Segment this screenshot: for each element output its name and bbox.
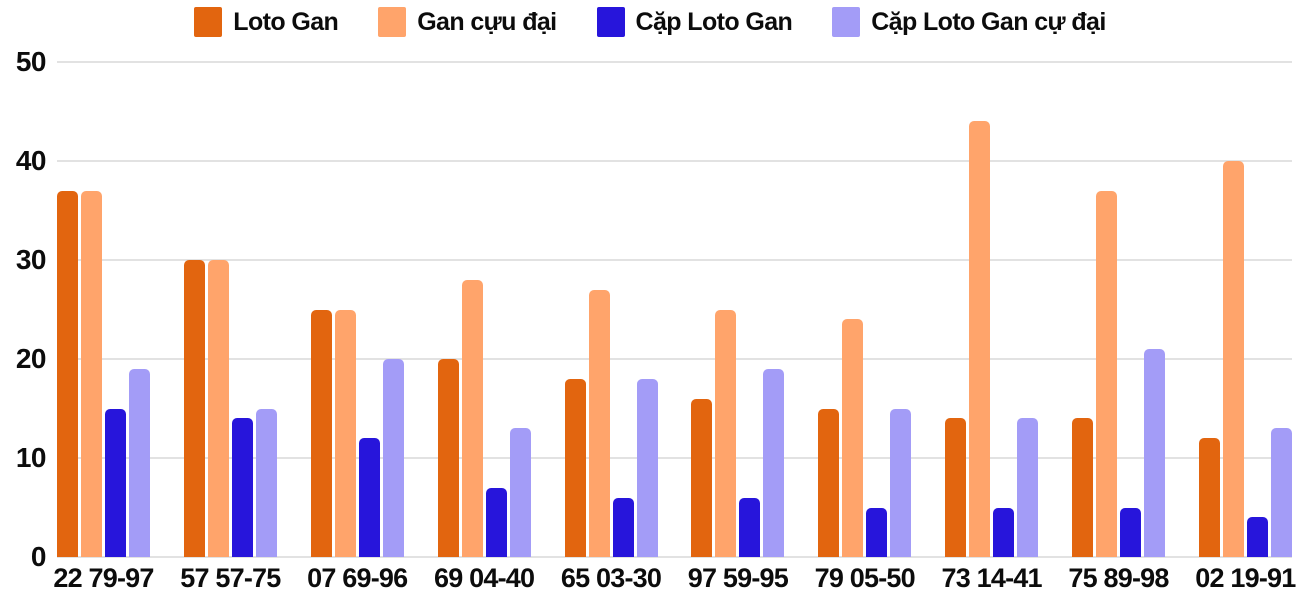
gridline (57, 160, 1292, 162)
x-axis-label: 22 79-97 (53, 563, 154, 593)
gridline (57, 259, 1292, 261)
legend-item-loto-gan[interactable]: Loto Gan (194, 7, 339, 37)
bar-series-0[interactable] (945, 418, 967, 557)
bar-group (818, 62, 912, 557)
bar-series-1[interactable] (588, 289, 610, 557)
x-axis: 22 79-97 57 57-75 07 69-96 69 04-40 65 03-30… (53, 563, 1296, 594)
x-axis-label: 65 03-30 (560, 563, 662, 593)
legend-swatch-gan-cuu-dai (378, 7, 407, 37)
bar-series-2[interactable] (866, 507, 888, 557)
x-axis-label: 75 89-98 (1068, 563, 1169, 593)
legend-swatch-loto-gan (194, 7, 223, 37)
bar-series-3[interactable] (509, 428, 531, 557)
bar-series-2[interactable] (1246, 517, 1268, 557)
bar-series-1[interactable] (1222, 161, 1244, 557)
bar-series-0[interactable] (691, 398, 713, 557)
bar-series-1[interactable] (81, 190, 102, 557)
legend-item-cap-loto-gan-cu-dai[interactable]: Cặp Loto Gan cự đại (832, 7, 1106, 37)
legend-item-cap-loto-gan[interactable]: Cặp Loto Gan (596, 7, 793, 37)
bar-series-1[interactable] (969, 121, 991, 557)
x-axis-label: 57 57-75 (180, 563, 281, 593)
bar-group (57, 62, 150, 557)
bar-series-2[interactable] (105, 408, 126, 557)
x-axis-label: 97 59-95 (687, 563, 789, 593)
bar-group (183, 62, 277, 557)
y-tick-label: 20 (15, 343, 47, 374)
bar-series-1[interactable] (715, 309, 737, 557)
plot-area (57, 61, 1292, 558)
bar-series-1[interactable] (842, 319, 864, 557)
bar-series-2[interactable] (358, 438, 380, 557)
bar-series-3[interactable] (129, 368, 150, 557)
bar-group (437, 62, 531, 557)
y-tick-label: 30 (15, 244, 47, 275)
x-axis-label: 79 05-50 (814, 563, 916, 593)
legend: Loto Gan Gan cựu đại Cặp Loto Gan Cặp Lo… (0, 7, 1300, 37)
legend-label: Cặp Loto Gan (635, 7, 793, 36)
bar-series-1[interactable] (461, 279, 483, 557)
bar-group (310, 62, 404, 557)
bar-group (945, 62, 1039, 557)
y-tick-label: 50 (15, 46, 47, 77)
legend-label: Loto Gan (233, 7, 339, 36)
bar-series-1[interactable] (207, 260, 229, 557)
bar-groups (57, 62, 1292, 557)
bar-series-1[interactable] (334, 309, 356, 557)
bar-series-0[interactable] (564, 378, 586, 557)
legend-swatch-cap-loto-gan-cu-dai (832, 7, 861, 37)
x-axis-label: 73 14-41 (941, 563, 1043, 593)
bar-series-0[interactable] (1072, 418, 1093, 557)
bar-series-3[interactable] (382, 359, 404, 557)
gridline (57, 358, 1292, 360)
bar-series-2[interactable] (485, 487, 507, 557)
bar-series-0[interactable] (310, 309, 332, 557)
x-axis-label: 69 04-40 (434, 563, 535, 593)
bar-series-2[interactable] (612, 497, 634, 557)
bar-series-0[interactable] (183, 260, 205, 557)
bar-series-3[interactable] (1144, 349, 1165, 557)
bar-series-2[interactable] (231, 418, 253, 557)
legend-swatch-cap-loto-gan (596, 7, 625, 37)
gridline (57, 556, 1292, 558)
bar-series-1[interactable] (1096, 190, 1117, 557)
legend-item-gan-cuu-dai[interactable]: Gan cựu đại (378, 7, 557, 37)
bar-series-2[interactable] (739, 497, 761, 557)
y-tick-label: 10 (15, 442, 47, 473)
bar-series-3[interactable] (890, 408, 912, 557)
bar-series-0[interactable] (1198, 438, 1220, 557)
bar-series-3[interactable] (1270, 428, 1292, 557)
bar-series-3[interactable] (636, 378, 658, 557)
bar-series-0[interactable] (437, 359, 459, 557)
bar-group (1072, 62, 1165, 557)
bar-series-0[interactable] (818, 408, 840, 557)
bar-series-3[interactable] (255, 408, 277, 557)
y-tick-label: 0 (30, 541, 47, 572)
bar-group (691, 62, 785, 557)
x-axis-label: 07 69-96 (307, 563, 408, 593)
legend-label: Cặp Loto Gan cự đại (871, 7, 1106, 36)
bar-series-0[interactable] (57, 190, 78, 557)
bar-group (1198, 62, 1292, 557)
bar-series-2[interactable] (993, 507, 1015, 557)
y-tick-label: 40 (15, 145, 47, 176)
x-axis-label: 02 19-91 (1195, 563, 1296, 593)
gridline (57, 457, 1292, 459)
bar-series-3[interactable] (763, 368, 785, 557)
bar-series-3[interactable] (1017, 418, 1039, 557)
bar-group (564, 62, 658, 557)
gridline (57, 61, 1292, 63)
legend-label: Gan cựu đại (417, 7, 557, 36)
bar-series-2[interactable] (1120, 507, 1141, 557)
